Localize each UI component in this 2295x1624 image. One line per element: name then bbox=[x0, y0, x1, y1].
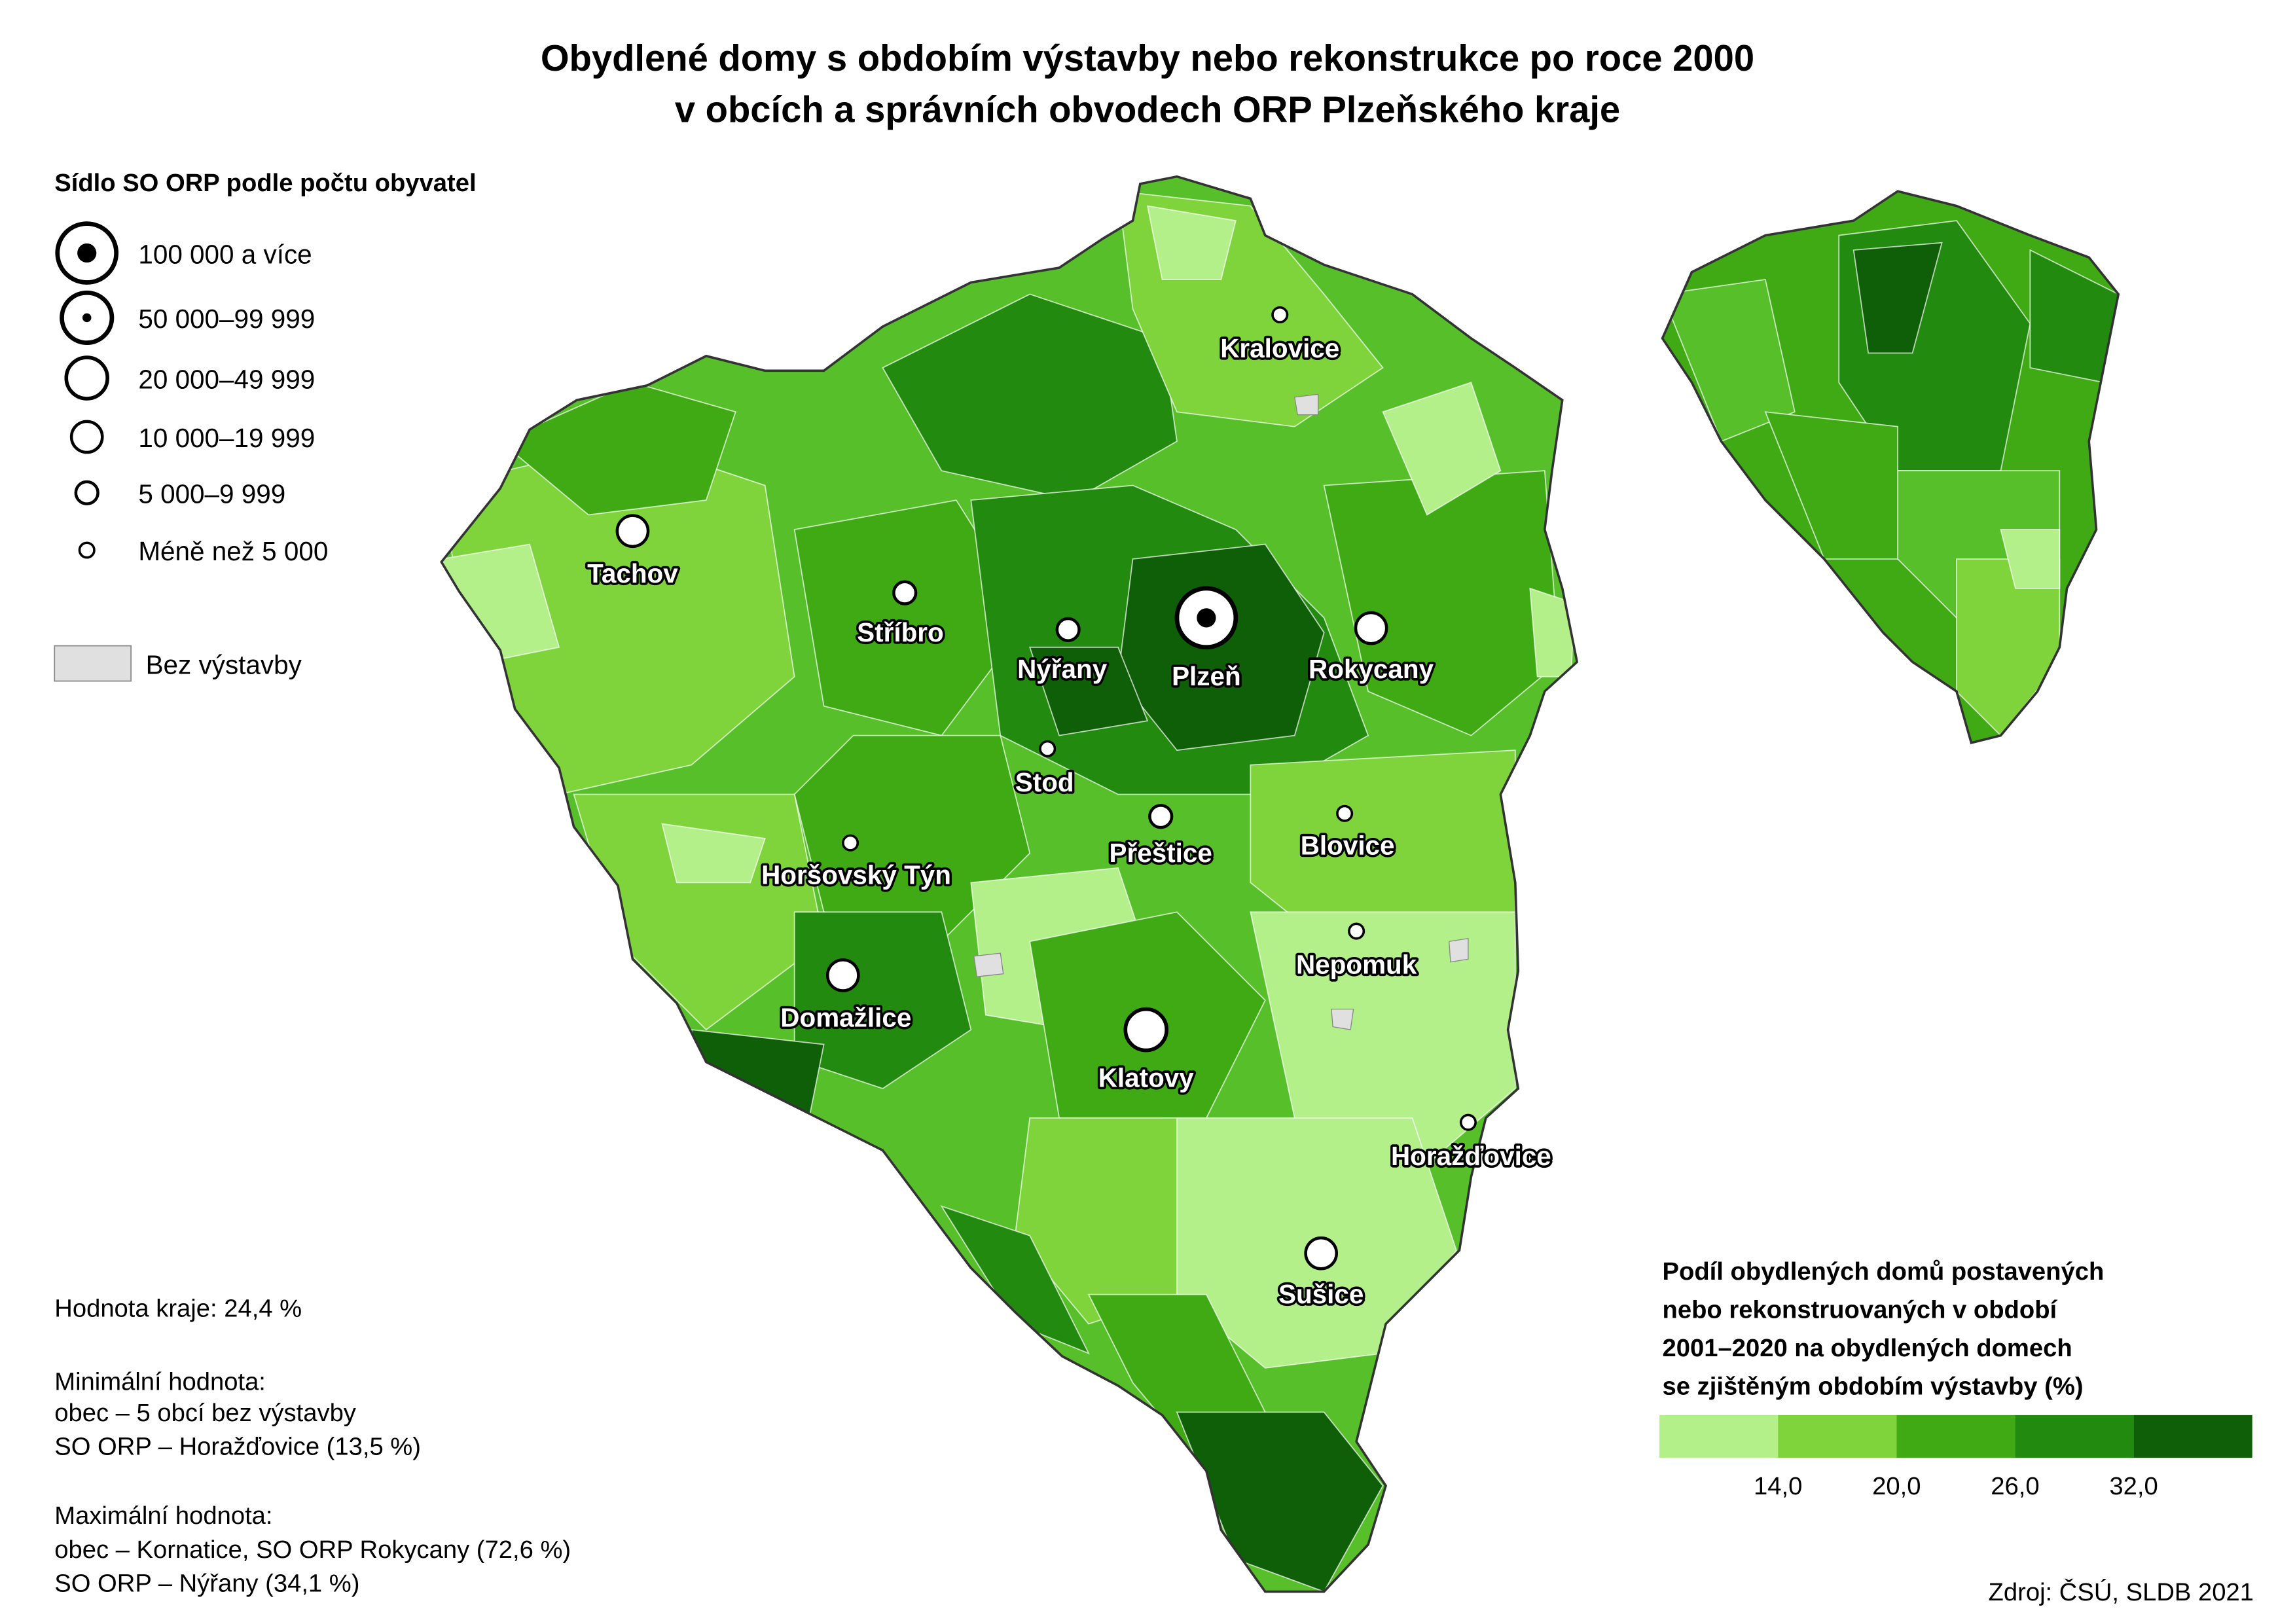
district bbox=[661, 823, 766, 884]
district bbox=[793, 499, 1031, 736]
max-line: SO ORP – Nýřany (34,1 %) bbox=[54, 1570, 359, 1598]
color-legend-title: Podíl obydlených domů postavených bbox=[1663, 1257, 2105, 1286]
city-label: Přeštice bbox=[1110, 838, 1212, 868]
city-label: Tachov bbox=[587, 558, 678, 588]
color-class-swatch bbox=[1778, 1415, 1897, 1458]
settlement-symbol bbox=[1459, 1113, 1477, 1131]
no-construction-swatch bbox=[54, 645, 132, 682]
settlement-symbol bbox=[842, 834, 859, 852]
settlement-symbol bbox=[1039, 740, 1057, 757]
color-legend-tick: 20,0 bbox=[1872, 1472, 1921, 1500]
city-label: Plzeň bbox=[1172, 661, 1241, 691]
district bbox=[1146, 205, 1237, 280]
max-line: obec – Kornatice, SO ORP Rokycany (72,6 … bbox=[54, 1536, 571, 1564]
title-line: v obcích a správních obvodech ORP Plzeňs… bbox=[675, 89, 1620, 130]
source: Zdroj: ČSÚ, SLDB 2021 bbox=[1989, 1578, 2254, 1606]
no-construction-area bbox=[1331, 1008, 1354, 1030]
city-label: Nepomuk bbox=[1296, 950, 1417, 980]
settlement-symbol bbox=[825, 958, 860, 992]
region-value: Hodnota kraje: 24,4 % bbox=[54, 1294, 302, 1322]
orp-district bbox=[1764, 411, 1899, 560]
symbol-legend-label: 5 000–9 999 bbox=[138, 479, 285, 509]
symbol-legend-label: Méně než 5 000 bbox=[138, 536, 328, 566]
district bbox=[1028, 646, 1149, 736]
settlement-symbol bbox=[64, 355, 109, 401]
city-label: Horšovský Týn bbox=[761, 860, 951, 890]
no-construction-label: Bez výstavby bbox=[146, 649, 302, 679]
district bbox=[882, 293, 1178, 501]
color-class-swatch bbox=[2015, 1415, 2134, 1458]
city-layer: Kralovice Tachov Stříbro Nýřany Plzeň Rokycan… bbox=[585, 306, 1553, 1312]
color-legend-tick: 14,0 bbox=[1754, 1472, 1802, 1500]
settlement-symbol bbox=[1148, 804, 1174, 829]
settlement-dot bbox=[82, 313, 92, 323]
city-label: Domažlice bbox=[780, 1003, 911, 1033]
settlement-symbol bbox=[1354, 611, 1388, 645]
settlement-symbol bbox=[1336, 804, 1354, 822]
symbol-legend-label: 10 000–19 999 bbox=[138, 423, 315, 453]
settlement-symbol bbox=[1271, 306, 1289, 323]
settlement-symbol bbox=[78, 541, 96, 559]
color-class-swatch bbox=[1659, 1415, 1779, 1458]
inset-outline bbox=[1661, 190, 2120, 745]
district bbox=[1250, 911, 1516, 1178]
color-legend-title: se zjištěným obdobím výstavby (%) bbox=[1663, 1372, 2084, 1400]
district bbox=[1382, 382, 1502, 516]
city-label: Stod bbox=[1015, 767, 1074, 797]
symbol-legend-label: 20 000–49 999 bbox=[138, 364, 315, 394]
color-class-swatch bbox=[2133, 1415, 2252, 1458]
district bbox=[1323, 470, 1561, 736]
main-map bbox=[441, 176, 1578, 1592]
orp-district bbox=[1852, 242, 1943, 354]
color-class-swatch bbox=[1896, 1415, 2015, 1458]
color-legend-title: 2001–2020 na obydlených domech bbox=[1663, 1334, 2072, 1362]
color-legend-tick: 26,0 bbox=[1991, 1472, 2039, 1500]
color-legend-tick: 32,0 bbox=[2109, 1472, 2158, 1500]
settlement-dot bbox=[77, 243, 97, 263]
settlement-symbol bbox=[69, 420, 104, 454]
city-label: Nýřany bbox=[1017, 654, 1108, 684]
max-title: Maximální hodnota: bbox=[54, 1502, 272, 1530]
symbol-legend-title: Sídlo SO ORP podle počtu obyvatel bbox=[54, 169, 476, 197]
settlement-symbol bbox=[74, 480, 99, 505]
settlement-symbol bbox=[615, 514, 650, 549]
color-legend: Podíl obydlených domů postavených nebo re… bbox=[1659, 1257, 2252, 1500]
min-line: obec – 5 obcí bez výstavby bbox=[54, 1399, 357, 1427]
orp-district bbox=[2000, 529, 2061, 589]
symbol-legend: 100 000 a více 50 000–99 999 20 000–49 999… bbox=[55, 221, 328, 566]
no-construction-area bbox=[1293, 393, 1319, 416]
settlement-symbol bbox=[1348, 922, 1365, 940]
color-legend-title: nebo rekonstruovaných v období bbox=[1663, 1296, 2058, 1324]
symbol-legend-label: 50 000–99 999 bbox=[138, 304, 315, 334]
settlement-symbol bbox=[892, 580, 918, 605]
symbol-legend-label: 100 000 a více bbox=[138, 239, 312, 269]
settlement-dot bbox=[1197, 608, 1216, 628]
city-label: Kralovice bbox=[1220, 333, 1339, 363]
no-construction-area bbox=[1448, 937, 1469, 963]
min-line: SO ORP – Horažďovice (13,5 %) bbox=[54, 1433, 421, 1461]
settlement-symbol bbox=[1055, 617, 1081, 642]
district bbox=[1529, 587, 1575, 677]
city-label: Horažďovice bbox=[1391, 1141, 1551, 1171]
settlement-symbol bbox=[1123, 1007, 1169, 1053]
orp-district bbox=[1662, 278, 1796, 442]
no-construction-area bbox=[973, 952, 1004, 977]
district bbox=[940, 1205, 1090, 1355]
title-line: Obydlené domy s obdobím výstavby nebo re… bbox=[541, 37, 1754, 79]
settlement-symbol bbox=[1304, 1236, 1339, 1271]
inset-map bbox=[1662, 191, 2119, 743]
city-label: Rokycany bbox=[1309, 654, 1434, 684]
city-label: Stříbro bbox=[857, 617, 944, 647]
district bbox=[793, 911, 972, 1089]
district bbox=[691, 1029, 825, 1119]
city-label: Sušice bbox=[1278, 1279, 1364, 1309]
city-label: Klatovy bbox=[1098, 1063, 1195, 1093]
min-title: Minimální hodnota: bbox=[54, 1368, 266, 1396]
city-label: Blovice bbox=[1301, 831, 1395, 861]
